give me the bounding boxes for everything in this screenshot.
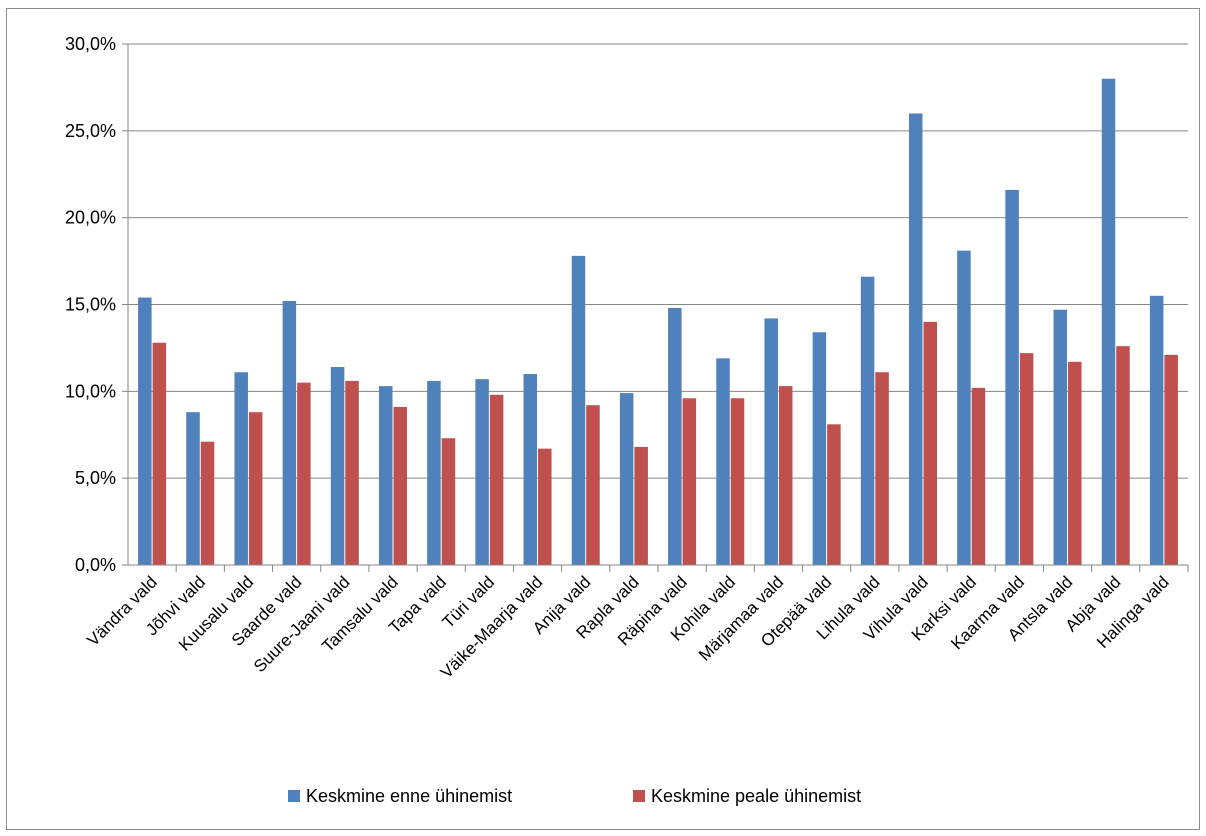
axes [122, 43, 1189, 572]
bar [1005, 189, 1019, 565]
legend: Keskmine enne ühinemist Keskmine peale üh… [288, 786, 861, 806]
y-tick-label: 5,0% [75, 468, 116, 488]
bar [682, 398, 697, 565]
y-tick-label: 10,0% [65, 381, 116, 401]
y-tick-labels: 0,0% 5,0% 10,0% 15,0% 20,0% 25,0% 30,0% [65, 34, 116, 575]
legend-swatch [288, 790, 300, 802]
bar [812, 332, 827, 565]
bar [571, 255, 586, 565]
bar [297, 382, 311, 565]
bar [875, 372, 889, 565]
bar [716, 358, 730, 565]
bar [1053, 309, 1068, 565]
bar [586, 405, 600, 565]
bar [860, 276, 875, 565]
bar [909, 113, 923, 565]
bar [427, 380, 441, 565]
bar [393, 406, 407, 565]
bar [668, 307, 682, 565]
bar [1149, 295, 1164, 565]
bar [248, 412, 263, 565]
bar [489, 394, 504, 565]
legend-swatch [633, 790, 645, 802]
bar [778, 386, 793, 565]
bar [186, 412, 200, 565]
y-tick-label: 30,0% [65, 34, 116, 54]
y-tick-label: 20,0% [65, 208, 116, 228]
bar [345, 380, 359, 565]
bars [138, 78, 1178, 565]
x-tick-label: Märjamaa vald [695, 572, 787, 664]
bar [441, 438, 456, 565]
legend-label: Keskmine peale ühinemist [651, 786, 861, 806]
bar [971, 387, 986, 565]
bar [475, 379, 489, 565]
bar [1019, 353, 1034, 565]
bar [957, 250, 971, 565]
bar [827, 424, 841, 565]
bar [634, 446, 648, 565]
y-tick-label: 15,0% [65, 295, 116, 315]
bar [1101, 78, 1116, 565]
bar [200, 441, 215, 565]
bar [764, 318, 778, 565]
chart-frame [6, 8, 1200, 830]
y-tick-label: 25,0% [65, 121, 116, 141]
bar [234, 372, 248, 565]
bar [152, 342, 167, 565]
bar [523, 373, 538, 565]
x-tick-label: Vändra vald [83, 572, 161, 650]
bar [538, 448, 552, 565]
bar [619, 393, 634, 565]
legend-label: Keskmine enne ühinemist [306, 786, 512, 806]
bar [730, 398, 745, 565]
bar [1068, 361, 1082, 565]
bar [330, 367, 345, 565]
bar [138, 297, 152, 565]
bar [923, 321, 937, 565]
bar [379, 386, 393, 565]
bar [282, 301, 297, 565]
bar [1164, 354, 1178, 565]
y-tick-label: 0,0% [75, 555, 116, 575]
bar [1116, 346, 1130, 565]
